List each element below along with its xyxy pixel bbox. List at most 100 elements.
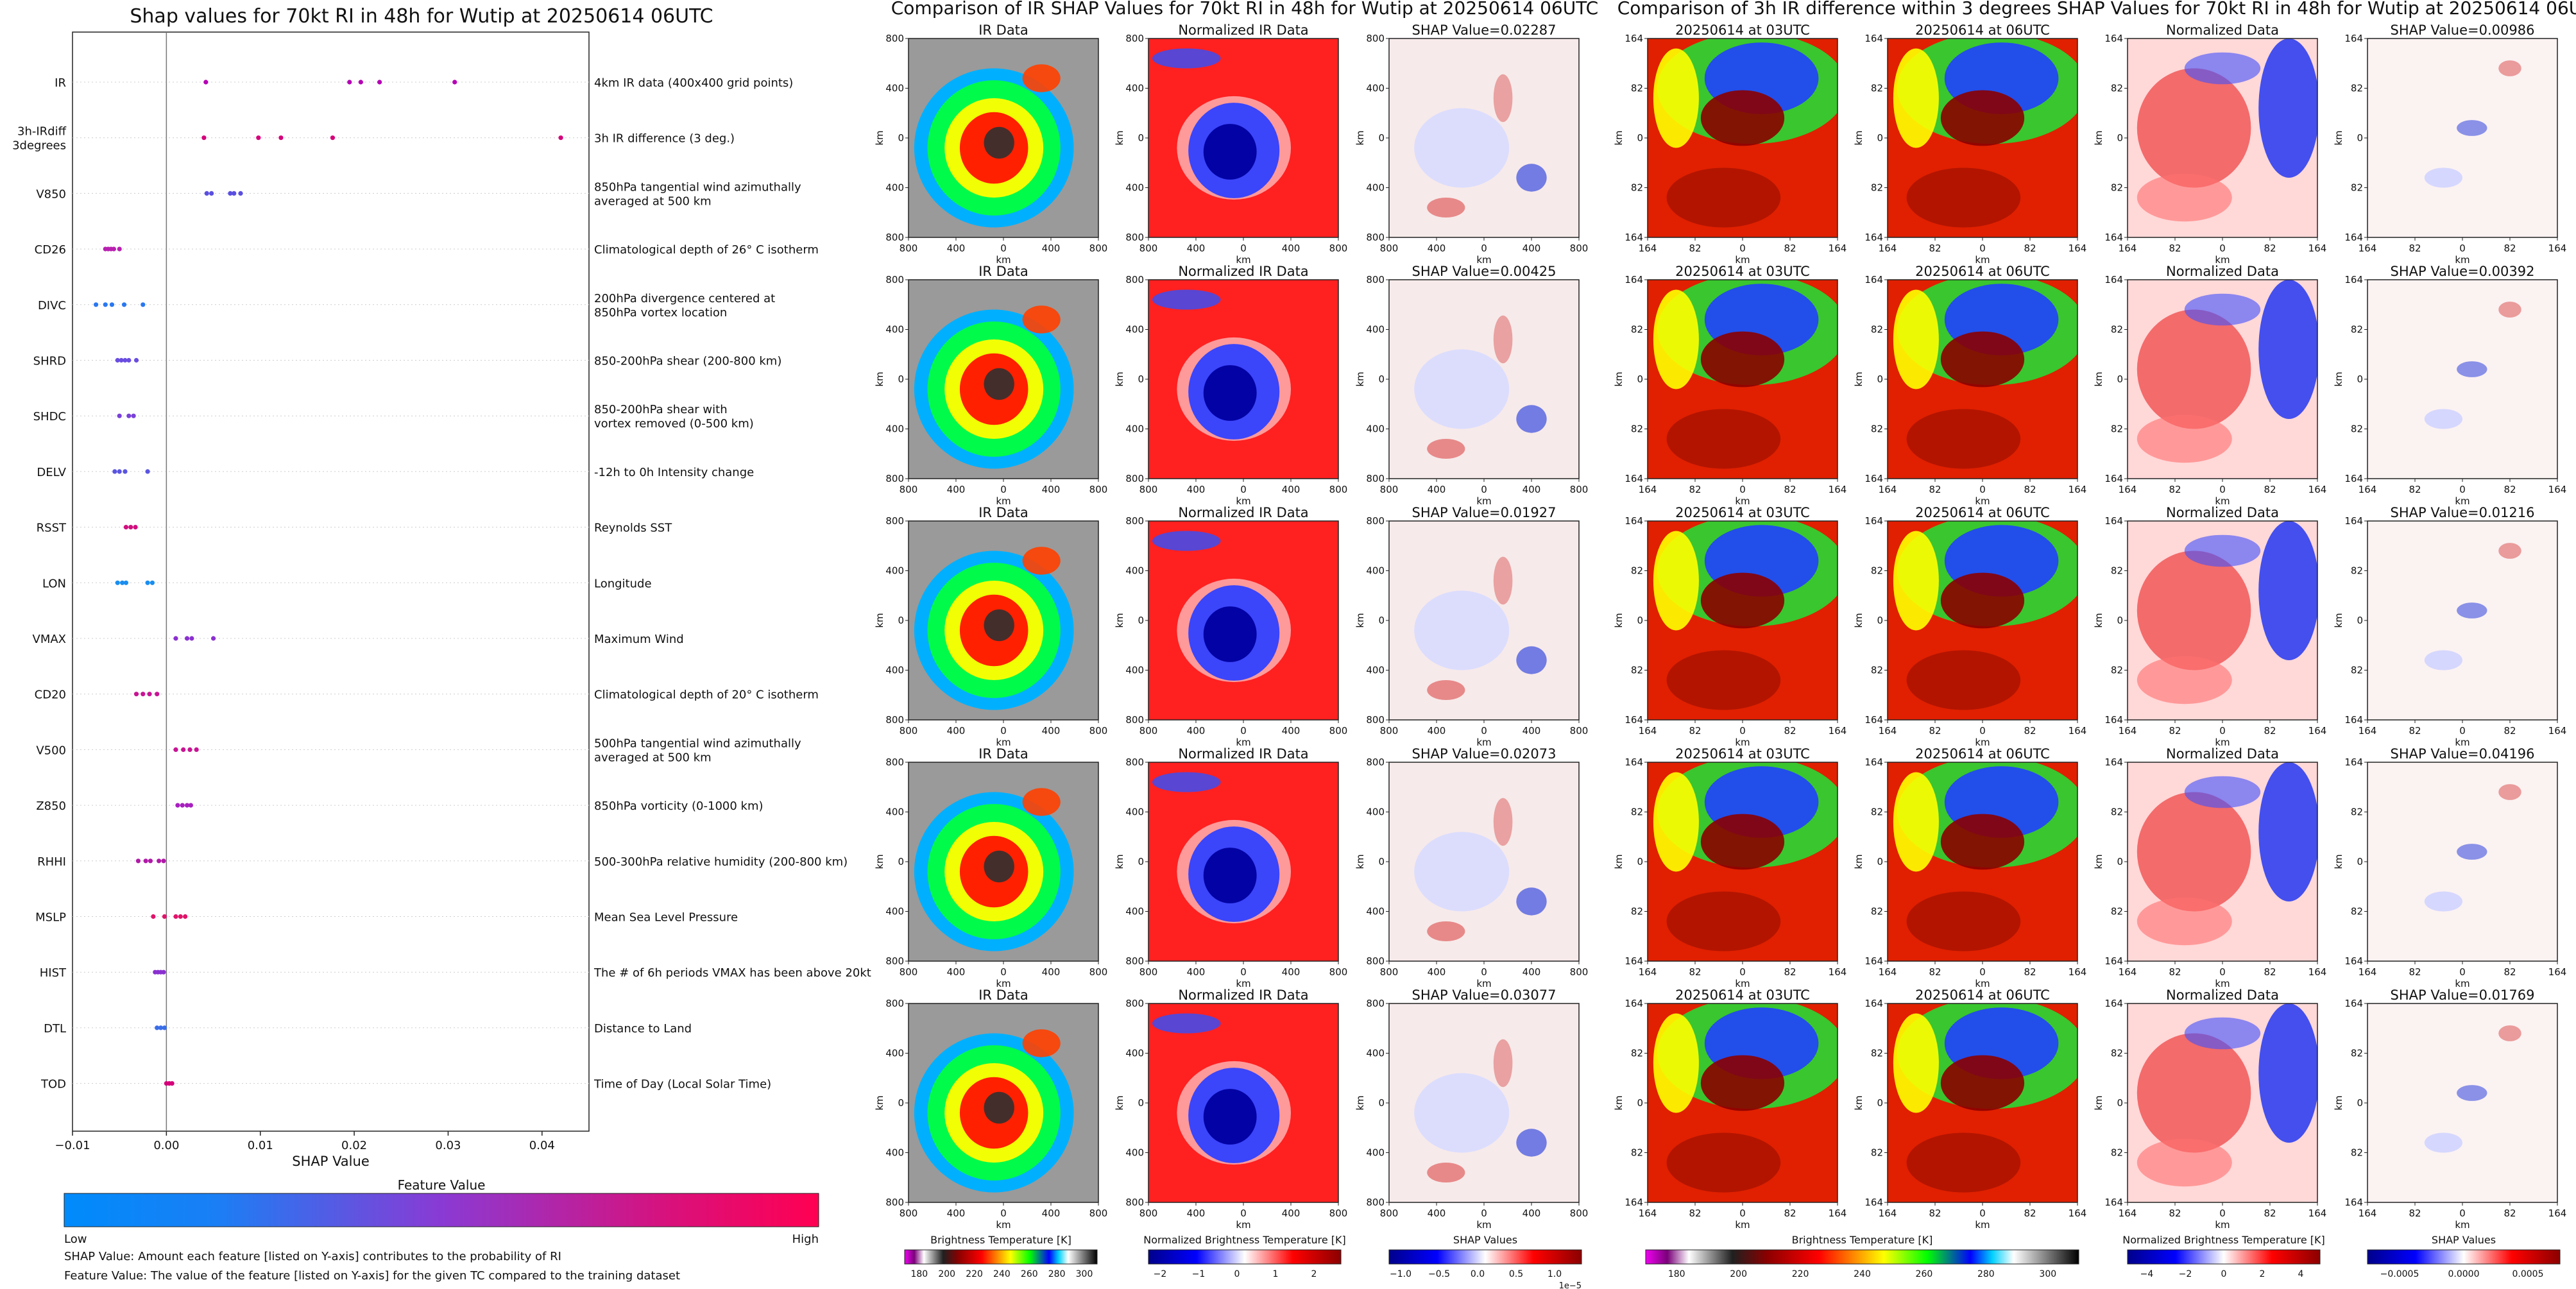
panel-ylabel: km (1354, 130, 1366, 145)
panel-xtick-label: 0 (1481, 725, 1487, 737)
panel-xtick-label: 800 (1329, 966, 1348, 978)
feature-label-DELV: DELV (37, 466, 66, 479)
feature-desc-SHDC: 850-200hPa shear with (594, 403, 728, 416)
shap-point-VMAX (173, 636, 178, 641)
panel-ytick-label: 400 (1125, 324, 1144, 336)
panel-xtick-label: 82 (1689, 725, 1701, 737)
grid-title: Comparison of 3h IR difference within 3 … (1617, 0, 2576, 19)
panel-xtick-label: 82 (2024, 966, 2036, 978)
panel-image (1888, 38, 2077, 237)
panel-ytick-label: 82 (2351, 665, 2363, 676)
panel-xtick-label: 164 (1639, 1208, 1657, 1219)
panel-xtick-label: 400 (1042, 243, 1061, 254)
panel-ytick-label: 164 (1625, 998, 1643, 1009)
panel-image (908, 280, 1098, 479)
panel-xlabel: km (1236, 254, 1250, 266)
panel-xtick-label: 164 (1829, 966, 1847, 978)
panel-xtick-label: 400 (1187, 243, 1206, 254)
panel-ytick-label: 164 (1625, 955, 1643, 967)
panel-xlabel: km (2455, 737, 2469, 748)
panel-ytick-label: 164 (2344, 998, 2363, 1009)
panel-xtick-label: 800 (1089, 243, 1108, 254)
panel-ytick-label: 800 (1366, 515, 1385, 527)
panel-xlabel: km (1735, 978, 1750, 989)
panel-xtick-label: 0 (1240, 243, 1247, 254)
shap-point-LON (123, 580, 129, 585)
panel-xlabel: km (1476, 737, 1491, 748)
shap-point-3h-IRdiff 3degrees (201, 135, 207, 141)
panel-ytick-label: 400 (1125, 182, 1144, 194)
panel-ytick-label: 0 (2117, 132, 2123, 144)
panel-xtick-label: 0 (1739, 725, 1746, 737)
panel-ytick-label: 82 (2111, 906, 2123, 918)
panel-xtick-label: 82 (1689, 243, 1701, 254)
panel-image (2128, 280, 2317, 479)
colorbar-tick: −1.0 (1390, 1269, 1412, 1279)
panel-title: SHAP Value=0.01216 (2391, 505, 2535, 520)
panel-ytick-label: 400 (1366, 665, 1385, 676)
shap-point-MSLP (178, 914, 183, 919)
colorbar-label: Brightness Temperature [K] (1792, 1234, 1933, 1246)
colorbar-tick: −2 (2179, 1269, 2192, 1279)
panel-ytick-label: 164 (1864, 232, 1883, 243)
panel-xlabel: km (1476, 978, 1491, 989)
panel-xtick-label: 800 (1329, 725, 1348, 737)
panel-ytick-label: 800 (1366, 274, 1385, 286)
panel-xtick-label: 164 (2068, 484, 2087, 495)
panel-ylabel: km (2093, 854, 2104, 869)
feature-desc-RSST: Reynolds SST (594, 522, 672, 535)
panel-xtick-label: 800 (1380, 725, 1399, 737)
panel-ytick-label: 82 (1871, 83, 1883, 94)
colorbar-tick: 300 (1076, 1269, 1093, 1279)
panel-xlabel: km (1975, 254, 1990, 266)
panel-ylabel: km (2093, 613, 2104, 627)
panel-xtick-label: 164 (2308, 484, 2327, 495)
x-tick-label: 0.04 (529, 1139, 555, 1152)
panel-ytick-label: 0 (898, 856, 904, 867)
colorbar-tick: 200 (938, 1269, 955, 1279)
colorbar-high: High (792, 1233, 819, 1246)
shap-point-V850 (209, 191, 214, 196)
panel-ytick-label: 164 (1864, 1197, 1883, 1208)
shap-point-RHHI (157, 858, 162, 864)
panel-title: 20250614 at 06UTC (1915, 264, 2050, 279)
panel-ytick-label: 0 (2357, 615, 2363, 626)
panel-ytick-label: 800 (1125, 33, 1144, 44)
panel-ylabel: km (1853, 854, 1864, 869)
feature-note: Feature Value: The value of the feature … (64, 1269, 681, 1283)
colorbar-tick: −2 (1154, 1269, 1167, 1279)
shap-point-RHHI (161, 858, 166, 864)
panel-title: IR Data (978, 746, 1028, 762)
feature-label-LON: LON (42, 577, 66, 590)
panel-xtick-label: 82 (1929, 484, 1941, 495)
colorbar-tick: −0.0005 (2380, 1269, 2419, 1279)
panel-xlabel: km (1236, 1219, 1250, 1231)
panel-ytick-label: 400 (1125, 1048, 1144, 1059)
panel-xlabel: km (1735, 737, 1750, 748)
panel-xtick-label: 400 (1428, 243, 1446, 254)
panel-ytick-label: 800 (1366, 33, 1385, 44)
shap-point-DIVC (93, 302, 99, 307)
panel-image (1148, 762, 1338, 961)
panel-xtick-label: 0 (1000, 1208, 1007, 1219)
panel-xtick-label: 400 (1187, 1208, 1206, 1219)
shap-point-V500 (194, 747, 199, 752)
panel-xtick-label: 164 (1879, 243, 1897, 254)
panel-xtick-label: 164 (2308, 725, 2327, 737)
panel-ytick-label: 164 (2104, 756, 2123, 768)
panel-ytick-label: 800 (1125, 756, 1144, 768)
panel-xtick-label: 164 (2358, 484, 2377, 495)
panel-ytick-label: 82 (1631, 807, 1643, 818)
panel-ylabel: km (874, 1095, 885, 1110)
panel-image (2367, 280, 2557, 479)
panel-ytick-label: 400 (1366, 1048, 1385, 1059)
panel-ytick-label: 0 (2117, 615, 2123, 626)
panel-ytick-label: 0 (898, 373, 904, 385)
panel-title: 20250614 at 03UTC (1675, 987, 1810, 1003)
panel-xtick-label: 82 (2264, 725, 2276, 737)
panel-xtick-label: 164 (2548, 725, 2567, 737)
colorbar-tick: 1.0 (1548, 1269, 1562, 1279)
panel-xtick-label: 164 (2119, 966, 2137, 978)
feature-desc-DTL: Distance to Land (594, 1022, 692, 1036)
